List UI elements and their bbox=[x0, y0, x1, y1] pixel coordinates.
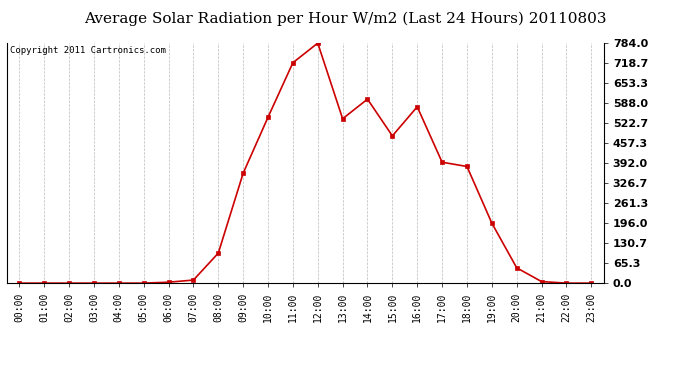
Text: Copyright 2011 Cartronics.com: Copyright 2011 Cartronics.com bbox=[10, 45, 166, 54]
Text: Average Solar Radiation per Hour W/m2 (Last 24 Hours) 20110803: Average Solar Radiation per Hour W/m2 (L… bbox=[83, 11, 607, 26]
